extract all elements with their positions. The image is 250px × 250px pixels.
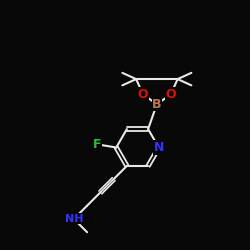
- Text: NH: NH: [64, 214, 83, 224]
- Text: B: B: [152, 98, 162, 110]
- Text: O: O: [138, 88, 148, 101]
- Text: N: N: [154, 141, 164, 154]
- Text: O: O: [165, 88, 176, 101]
- Text: F: F: [93, 138, 102, 151]
